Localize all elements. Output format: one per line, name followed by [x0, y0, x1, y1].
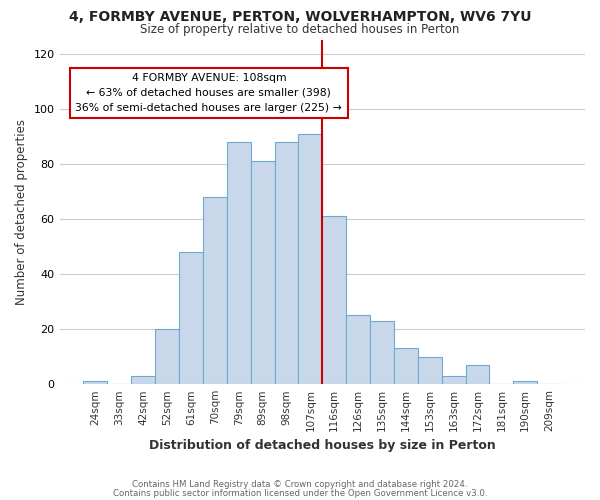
Bar [370, 321, 394, 384]
Y-axis label: Number of detached properties: Number of detached properties [15, 119, 28, 305]
Text: 4 FORMBY AVENUE: 108sqm
← 63% of detached houses are smaller (398)
36% of semi-d: 4 FORMBY AVENUE: 108sqm ← 63% of detache… [76, 73, 342, 112]
Bar [251, 161, 275, 384]
Bar [131, 376, 155, 384]
Bar [418, 356, 442, 384]
Bar [346, 316, 370, 384]
Text: 4, FORMBY AVENUE, PERTON, WOLVERHAMPTON, WV6 7YU: 4, FORMBY AVENUE, PERTON, WOLVERHAMPTON,… [69, 10, 531, 24]
Text: Size of property relative to detached houses in Perton: Size of property relative to detached ho… [140, 22, 460, 36]
Bar [322, 216, 346, 384]
Bar [298, 134, 322, 384]
Bar [203, 197, 227, 384]
Bar [442, 376, 466, 384]
Bar [83, 382, 107, 384]
X-axis label: Distribution of detached houses by size in Perton: Distribution of detached houses by size … [149, 440, 496, 452]
Bar [179, 252, 203, 384]
Bar [155, 329, 179, 384]
Bar [514, 382, 537, 384]
Bar [394, 348, 418, 384]
Bar [227, 142, 251, 384]
Bar [466, 365, 490, 384]
Text: Contains HM Land Registry data © Crown copyright and database right 2024.: Contains HM Land Registry data © Crown c… [132, 480, 468, 489]
Bar [275, 142, 298, 384]
Text: Contains public sector information licensed under the Open Government Licence v3: Contains public sector information licen… [113, 488, 487, 498]
